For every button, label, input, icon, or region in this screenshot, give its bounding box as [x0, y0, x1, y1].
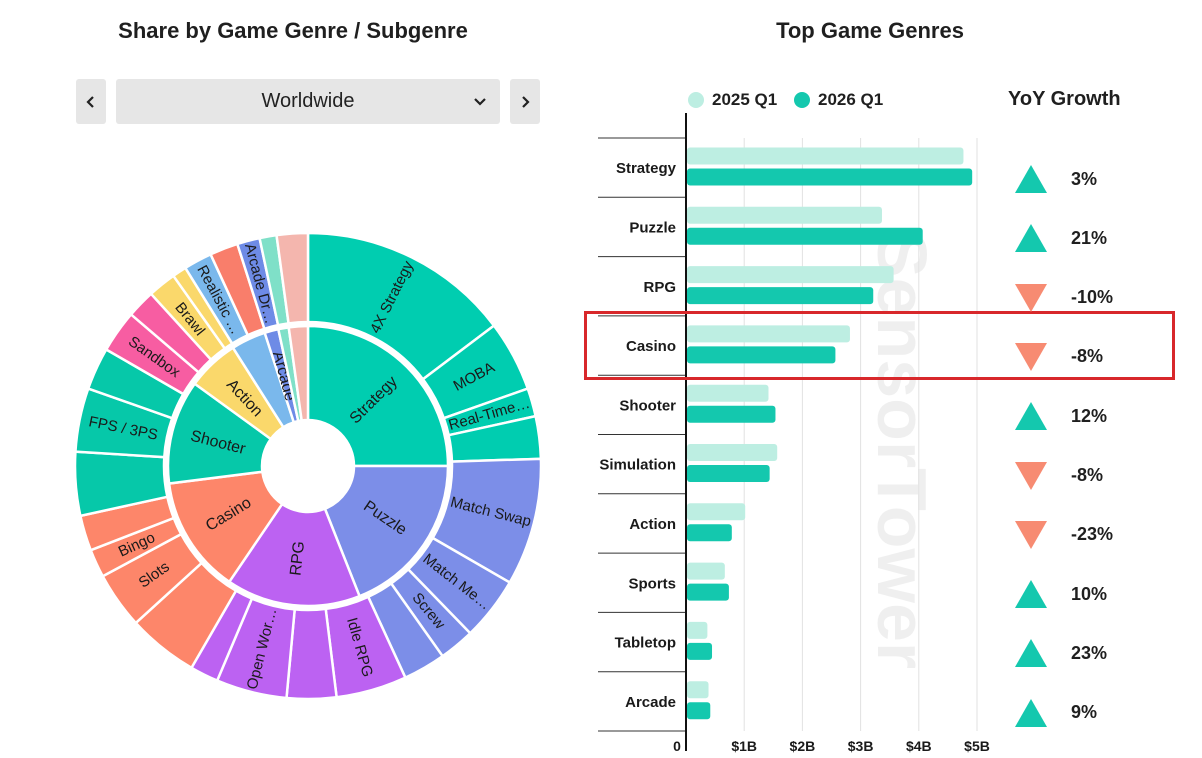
yoy-growth-casino: -8% — [1014, 339, 1103, 375]
legend-label-2026: 2026 Q1 — [818, 90, 884, 109]
triangle-up-icon — [1015, 165, 1047, 193]
yoy-growth-value: 12% — [1071, 405, 1108, 426]
bar-2025-casino[interactable] — [687, 325, 850, 343]
yoy-growth-value: 10% — [1071, 583, 1108, 604]
x-tick-label: $3B — [848, 738, 874, 754]
x-tick-label: $4B — [906, 738, 932, 754]
triangle-down-icon — [1015, 283, 1047, 312]
triangle-up-icon — [1015, 580, 1047, 609]
triangle-up-icon — [1015, 402, 1047, 431]
x-tick-label: $1B — [731, 738, 757, 754]
bar-2026-strategy[interactable] — [687, 168, 973, 186]
category-label-action: Action — [629, 516, 676, 533]
yoy-growth-value: 3% — [1071, 168, 1098, 189]
yoy-growth-value: -8% — [1071, 346, 1104, 367]
bar-2025-sports[interactable] — [687, 562, 725, 580]
bar-2026-shooter[interactable] — [687, 405, 776, 423]
chevron-right-icon — [522, 95, 530, 108]
category-label-arcade: Arcade — [625, 694, 676, 711]
yoy-growth-rpg: -10% — [1014, 280, 1113, 316]
bar-2026-rpg[interactable] — [687, 287, 874, 305]
bar-2025-tabletop[interactable] — [687, 621, 708, 639]
sunburst-inner-rpg[interactable] — [227, 502, 362, 608]
sunburst-inner-strategy[interactable] — [306, 324, 450, 468]
sunburst-inner-casino[interactable] — [167, 470, 284, 584]
sunburst-inner-rpg-label: RPG — [287, 540, 308, 576]
triangle-down-icon — [1015, 461, 1047, 490]
legend-item-2026[interactable]: 2026 Q1 — [794, 90, 883, 110]
region-dropdown[interactable]: Worldwide — [116, 79, 500, 124]
yoy-growth-value: 21% — [1071, 227, 1108, 248]
x-tick-label: $5B — [964, 738, 990, 754]
sunburst-ring-divider — [164, 322, 452, 610]
category-label-shooter: Shooter — [619, 397, 676, 414]
sunburst-title: Share by Game Genre / Subgenre — [118, 18, 468, 43]
sunburst-outer-segment-27[interactable] — [275, 231, 310, 325]
category-label-simulation: Simulation — [599, 457, 676, 474]
bar-2026-sports[interactable] — [687, 583, 729, 601]
category-label-casino: Casino — [626, 338, 676, 355]
yoy-growth-shooter: 12% — [1014, 398, 1107, 434]
triangle-down-icon — [1015, 520, 1047, 549]
yoy-growth-value: 9% — [1071, 702, 1098, 723]
x-tick-label: 0 — [673, 738, 681, 754]
yoy-growth-puzzle: 21% — [1014, 220, 1107, 256]
bar-2026-action[interactable] — [687, 524, 732, 542]
yoy-growth-value: 23% — [1071, 642, 1108, 663]
bar-2025-shooter[interactable] — [687, 384, 769, 402]
triangle-up-icon — [1015, 639, 1047, 668]
yoy-growth-sports: 10% — [1014, 576, 1107, 612]
bar-2026-simulation[interactable] — [687, 465, 770, 482]
yoy-growth-value: -23% — [1071, 524, 1114, 545]
bar-2025-puzzle[interactable] — [687, 206, 882, 224]
category-label-puzzle: Puzzle — [629, 219, 676, 236]
bar-chart-title: Top Game Genres — [776, 18, 964, 43]
triangle-down-icon — [1015, 342, 1047, 371]
region-dropdown-value: Worldwide — [261, 90, 355, 112]
yoy-growth-arcade: 9% — [1014, 695, 1097, 731]
bar-2025-arcade[interactable] — [687, 681, 709, 699]
sunburst-inner-segment-9[interactable] — [287, 324, 310, 422]
yoy-growth-value: -10% — [1071, 287, 1114, 308]
bar-2025-strategy[interactable] — [687, 147, 964, 165]
legend-swatch-2026 — [794, 92, 810, 108]
bar-2026-puzzle[interactable] — [687, 227, 923, 245]
legend-label-2025: 2025 Q1 — [712, 90, 778, 109]
bar-2026-arcade[interactable] — [687, 702, 711, 720]
triangle-up-icon — [1015, 698, 1047, 727]
bar-2025-rpg[interactable] — [687, 266, 894, 284]
bar-2025-simulation[interactable] — [687, 444, 778, 461]
category-label-rpg: RPG — [643, 279, 676, 296]
category-label-tabletop: Tabletop — [615, 635, 676, 652]
triangle-up-icon — [1015, 224, 1047, 253]
bar-2026-tabletop[interactable] — [687, 642, 713, 660]
category-label-sports: Sports — [628, 575, 676, 592]
yoy-growth-action: -23% — [1014, 517, 1113, 553]
category-label-strategy: Strategy — [616, 160, 677, 177]
next-region-button[interactable] — [510, 79, 540, 124]
legend-item-2025[interactable]: 2025 Q1 — [688, 90, 777, 110]
bar-2026-casino[interactable] — [687, 346, 836, 364]
yoy-growth-simulation: -8% — [1014, 458, 1103, 494]
chevron-down-icon — [474, 98, 486, 106]
sunburst-inner-puzzle[interactable] — [323, 464, 450, 598]
x-tick-label: $2B — [790, 738, 816, 754]
yoy-growth-title: YoY Growth — [1008, 88, 1121, 110]
yoy-growth-strategy: 3% — [1014, 161, 1097, 197]
yoy-growth-value: -8% — [1071, 465, 1104, 485]
legend-swatch-2025 — [688, 92, 704, 108]
prev-region-button[interactable] — [76, 79, 106, 124]
bar-2025-action[interactable] — [687, 503, 746, 521]
chevron-left-icon — [86, 95, 94, 108]
yoy-growth-tabletop: 23% — [1014, 635, 1107, 671]
